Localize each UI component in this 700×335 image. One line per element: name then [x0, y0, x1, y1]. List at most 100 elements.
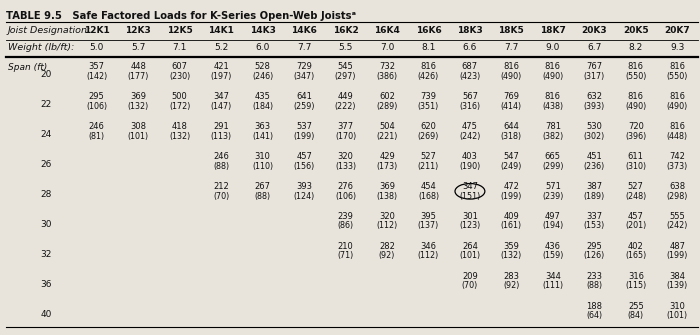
Text: 377: 377 [337, 122, 354, 131]
Text: (115): (115) [625, 281, 646, 290]
Text: (112): (112) [418, 251, 439, 260]
Text: 395: 395 [421, 212, 436, 221]
Text: 5.7: 5.7 [131, 43, 146, 52]
Text: 210: 210 [337, 242, 354, 251]
Text: 7.7: 7.7 [297, 43, 312, 52]
Text: (197): (197) [211, 72, 232, 81]
Text: (106): (106) [335, 192, 356, 201]
Text: 14K3: 14K3 [250, 26, 276, 35]
Text: 276: 276 [337, 182, 354, 191]
Text: (92): (92) [379, 251, 396, 260]
Text: 528: 528 [255, 62, 270, 71]
Text: (448): (448) [666, 132, 688, 141]
Text: (84): (84) [628, 311, 644, 320]
Text: 188: 188 [587, 302, 602, 311]
Text: 729: 729 [296, 62, 312, 71]
Text: 30: 30 [41, 220, 52, 229]
Text: (386): (386) [377, 72, 398, 81]
Text: 567: 567 [462, 92, 478, 102]
Text: 255: 255 [628, 302, 644, 311]
Text: 18K5: 18K5 [498, 26, 524, 35]
Text: (550): (550) [666, 72, 688, 81]
Text: 500: 500 [172, 92, 188, 102]
Text: (490): (490) [542, 72, 564, 81]
Text: 527: 527 [628, 182, 644, 191]
Text: (92): (92) [503, 281, 519, 290]
Text: 347: 347 [213, 92, 229, 102]
Text: 448: 448 [130, 62, 146, 71]
Text: (242): (242) [459, 132, 481, 141]
Text: 347: 347 [462, 182, 478, 191]
Text: (423): (423) [459, 72, 481, 81]
Text: (126): (126) [584, 251, 605, 260]
Text: 320: 320 [337, 152, 354, 161]
Text: 816: 816 [669, 62, 685, 71]
Text: 393: 393 [296, 182, 312, 191]
Text: (490): (490) [666, 102, 688, 111]
Text: (142): (142) [86, 72, 107, 81]
Text: (289): (289) [377, 102, 398, 111]
Text: 451: 451 [587, 152, 602, 161]
Text: 5.2: 5.2 [214, 43, 228, 52]
Text: (230): (230) [169, 72, 190, 81]
Text: Joist Designation:: Joist Designation: [8, 26, 91, 35]
Text: (106): (106) [86, 102, 107, 111]
Text: 295: 295 [89, 92, 104, 102]
Text: (70): (70) [213, 192, 230, 201]
Text: 16K2: 16K2 [332, 26, 358, 35]
Text: (221): (221) [377, 132, 398, 141]
Text: (310): (310) [625, 162, 646, 171]
Text: (318): (318) [500, 132, 522, 141]
Text: 409: 409 [503, 212, 519, 221]
Text: 12K1: 12K1 [84, 26, 110, 35]
Text: (248): (248) [625, 192, 646, 201]
Text: 457: 457 [628, 212, 644, 221]
Text: (147): (147) [211, 102, 232, 111]
Text: 316: 316 [628, 272, 644, 281]
Text: 16K4: 16K4 [374, 26, 400, 35]
Text: (88): (88) [213, 162, 229, 171]
Text: (86): (86) [337, 221, 354, 230]
Text: 12K5: 12K5 [167, 26, 193, 35]
Text: (161): (161) [500, 221, 522, 230]
Text: (199): (199) [293, 132, 315, 141]
Text: 638: 638 [669, 182, 685, 191]
Text: (249): (249) [500, 162, 522, 171]
Text: 310: 310 [255, 152, 270, 161]
Text: 36: 36 [41, 280, 52, 289]
Text: 308: 308 [130, 122, 146, 131]
Text: 742: 742 [669, 152, 685, 161]
Text: 8.2: 8.2 [629, 43, 643, 52]
Text: (259): (259) [293, 102, 315, 111]
Text: 665: 665 [545, 152, 561, 161]
Text: 282: 282 [379, 242, 395, 251]
Text: 7.0: 7.0 [380, 43, 394, 52]
Text: 291: 291 [214, 122, 229, 131]
Text: (173): (173) [377, 162, 398, 171]
Text: TABLE 9.5   Safe Factored Loads for K-Series Open-Web Joistsᵃ: TABLE 9.5 Safe Factored Loads for K-Seri… [6, 11, 356, 21]
Text: 418: 418 [172, 122, 188, 131]
Text: (490): (490) [625, 102, 646, 111]
Text: (156): (156) [293, 162, 315, 171]
Text: 209: 209 [462, 272, 478, 281]
Text: (199): (199) [666, 251, 688, 260]
Text: (111): (111) [542, 281, 564, 290]
Text: (101): (101) [127, 132, 149, 141]
Text: 12K3: 12K3 [125, 26, 151, 35]
Text: (184): (184) [252, 102, 273, 111]
Text: 816: 816 [545, 62, 561, 71]
Text: (269): (269) [418, 132, 439, 141]
Text: 449: 449 [337, 92, 354, 102]
Text: 20: 20 [41, 70, 52, 79]
Text: 457: 457 [296, 152, 312, 161]
Text: 9.0: 9.0 [546, 43, 560, 52]
Text: 16K6: 16K6 [416, 26, 441, 35]
Text: (137): (137) [418, 221, 439, 230]
Text: 233: 233 [587, 272, 602, 281]
Text: (239): (239) [542, 192, 564, 201]
Text: (133): (133) [335, 162, 356, 171]
Text: 816: 816 [545, 92, 561, 102]
Text: (64): (64) [587, 311, 603, 320]
Text: 8.1: 8.1 [421, 43, 435, 52]
Text: 687: 687 [462, 62, 478, 71]
